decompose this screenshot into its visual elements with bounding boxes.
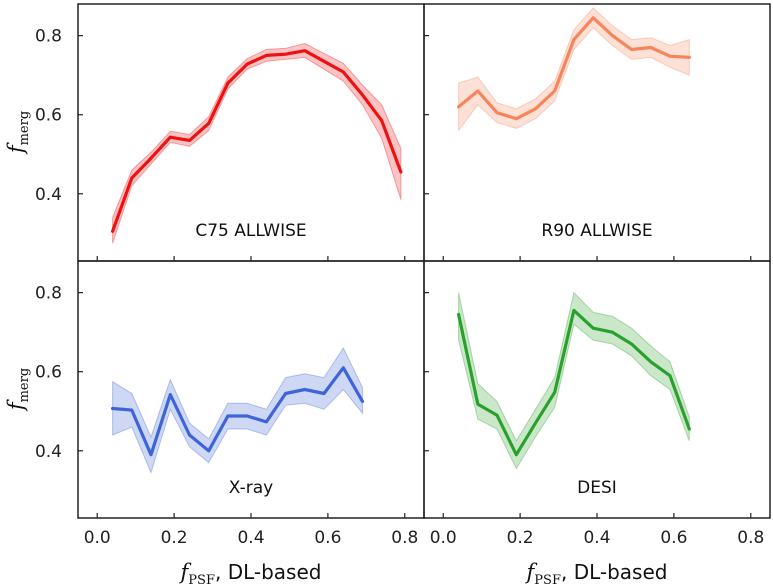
data-point xyxy=(207,449,210,452)
data-point xyxy=(457,105,460,109)
data-point xyxy=(630,342,633,346)
data-point xyxy=(534,421,537,425)
data-point xyxy=(303,388,306,391)
data-point xyxy=(342,366,345,369)
y-tick-label: 0.6 xyxy=(35,363,62,383)
data-point xyxy=(111,407,114,410)
x-axis-title-left: fPSF, DL-based xyxy=(179,560,322,586)
data-point xyxy=(399,170,403,174)
data-point xyxy=(207,122,210,125)
series-line-bottom-right xyxy=(457,308,691,457)
panel-top-left: 0.4 0.6 0.8 C75 ALLWISE xyxy=(35,3,425,262)
data-point xyxy=(169,393,172,396)
series-band-bottom-right xyxy=(458,291,690,470)
series-line-top-left xyxy=(110,49,403,233)
data-point xyxy=(495,414,499,417)
data-point xyxy=(188,139,191,142)
x-tick-label: 0.4 xyxy=(583,528,610,548)
data-point xyxy=(226,414,230,418)
series-line-bottom-left xyxy=(110,366,365,457)
data-point xyxy=(668,55,672,58)
data-point xyxy=(342,70,345,74)
data-point xyxy=(169,136,172,139)
y-tick-label: 0.8 xyxy=(35,284,62,304)
data-point xyxy=(572,309,576,312)
data-point xyxy=(246,414,249,418)
panel-bottom-right: 0.0 0.2 0.4 0.6 0.8 DESI xyxy=(423,260,771,548)
data-point xyxy=(457,313,460,316)
data-point xyxy=(284,53,287,56)
data-point xyxy=(611,331,614,334)
x-tick-label: 0.6 xyxy=(314,528,341,548)
data-point xyxy=(130,408,133,412)
y-tick-label: 0.8 xyxy=(35,27,62,47)
data-point xyxy=(649,46,652,49)
data-point xyxy=(265,54,268,57)
x-tick-label: 0.2 xyxy=(161,528,188,548)
data-point xyxy=(495,111,499,114)
data-point xyxy=(476,89,479,93)
y-tick-label: 0.4 xyxy=(35,185,62,205)
panel-top-right: R90 ALLWISE xyxy=(423,3,771,262)
y-tick-label: 0.6 xyxy=(35,106,62,126)
x-tick-label: 0.8 xyxy=(737,528,764,548)
data-point xyxy=(534,107,537,111)
data-point xyxy=(668,374,672,377)
data-point xyxy=(111,230,114,233)
panel-bottom-left: 0.0 0.2 0.4 0.6 0.8 0.4 0.6 0.8 X-ray xyxy=(35,260,425,548)
data-point xyxy=(284,392,287,395)
y-axis-title-top: fmerg xyxy=(4,111,32,155)
data-point xyxy=(226,81,230,85)
x-tick-label: 0.8 xyxy=(391,528,418,548)
x-tick-label: 0.4 xyxy=(237,528,264,548)
x-tick-label: 0.2 xyxy=(507,528,534,548)
data-point xyxy=(246,62,249,66)
data-point xyxy=(130,176,133,180)
panel-label-bottom-right: DESI xyxy=(577,478,617,498)
data-point xyxy=(592,327,595,330)
x-tick-label: 0.6 xyxy=(660,528,687,548)
x-tick-label: 0.0 xyxy=(430,528,457,548)
x-tick-label: 0.0 xyxy=(84,528,111,548)
data-point xyxy=(361,93,364,97)
data-point xyxy=(611,34,614,37)
y-axis-title-bottom: fmerg xyxy=(4,368,32,412)
data-point xyxy=(380,119,383,122)
data-point xyxy=(188,433,191,437)
series-band-top-left xyxy=(112,42,402,244)
series-band-bottom-left xyxy=(112,346,363,474)
data-point xyxy=(149,453,153,456)
data-point xyxy=(322,392,326,395)
data-point xyxy=(572,38,576,41)
data-point xyxy=(630,48,633,51)
data-point xyxy=(361,400,364,403)
y-tick-label: 0.4 xyxy=(35,442,62,462)
panel-label-top-left: C75 ALLWISE xyxy=(195,221,306,241)
data-point xyxy=(553,89,556,93)
series-band-top-right xyxy=(458,7,690,133)
x-axis-title-right: fPSF, DL-based xyxy=(525,560,668,586)
data-point xyxy=(515,117,518,120)
data-point xyxy=(688,56,691,59)
data-point xyxy=(649,360,652,363)
data-point xyxy=(688,427,691,431)
data-point xyxy=(592,16,595,19)
data-point xyxy=(476,402,479,406)
data-point xyxy=(553,391,556,394)
data-point xyxy=(322,60,326,63)
data-point xyxy=(303,49,306,52)
panel-label-bottom-left: X-ray xyxy=(229,478,273,498)
data-point xyxy=(149,157,153,160)
data-point xyxy=(265,420,268,424)
data-point xyxy=(515,453,518,456)
panel-label-top-right: R90 ALLWISE xyxy=(541,221,652,241)
